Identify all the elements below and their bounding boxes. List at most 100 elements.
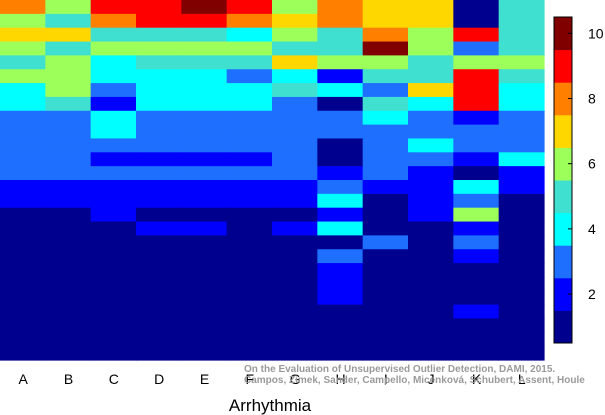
heatmap-cell-J-9 — [408, 124, 454, 140]
heatmap-cell-C-19 — [90, 263, 137, 278]
heatmap-cell-H-6 — [317, 83, 364, 98]
heatmap-cell-H-4 — [317, 55, 364, 70]
heatmap-cell-A-14 — [0, 193, 46, 209]
heatmap-cell-B-14 — [45, 193, 92, 209]
heatmap-cell-H-13 — [317, 180, 364, 195]
heatmap-cell-A-21 — [0, 290, 46, 306]
x-tick-label-K: K — [472, 371, 482, 387]
heatmap-cell-D-17 — [136, 235, 182, 250]
heatmap-cell-I-15 — [362, 207, 409, 223]
heatmap-cell-E-13 — [181, 180, 228, 195]
heatmap-cell-B-1 — [45, 13, 92, 29]
heatmap-cell-B-8 — [45, 110, 92, 126]
heatmap-cell-D-5 — [136, 69, 182, 84]
heatmap-cell-J-18 — [408, 249, 454, 264]
heatmap-cell-A-4 — [0, 55, 46, 70]
heatmap-cell-C-4 — [90, 55, 137, 70]
heatmap-cell-F-0 — [226, 0, 273, 15]
heatmap-cell-H-21 — [317, 290, 364, 306]
heatmap-cell-G-7 — [272, 96, 318, 112]
heatmap-cell-D-19 — [136, 263, 182, 278]
heatmap-cell-D-22 — [136, 304, 182, 320]
heatmap-cell-K-12 — [453, 166, 500, 181]
heatmap-cell-L-23 — [498, 318, 545, 333]
heatmap-cell-G-14 — [272, 193, 318, 209]
heatmap-cell-I-12 — [362, 166, 409, 181]
heatmap-cell-J-21 — [408, 290, 454, 306]
heatmap-cell-J-8 — [408, 110, 454, 126]
heatmap-cell-F-16 — [226, 221, 273, 236]
heatmap-cell-I-25 — [362, 346, 409, 361]
heatmap-cell-D-8 — [136, 110, 182, 126]
heatmap-cell-J-24 — [408, 332, 454, 347]
heatmap-cell-F-24 — [226, 332, 273, 347]
heatmap-cell-I-6 — [362, 83, 409, 98]
heatmap-cell-G-9 — [272, 124, 318, 140]
colorbar-tick-label-10: 10 — [588, 25, 604, 41]
colorbar-segment-8 — [554, 82, 572, 116]
heatmap-cell-L-9 — [498, 124, 545, 140]
heatmap-cell-C-9 — [90, 124, 137, 140]
heatmap-cell-I-20 — [362, 276, 409, 292]
heatmap-cell-F-4 — [226, 55, 273, 70]
heatmap-cell-B-15 — [45, 207, 92, 223]
heatmap-cell-L-12 — [498, 166, 545, 181]
heatmap-cell-F-20 — [226, 276, 273, 292]
heatmap-cell-E-23 — [181, 318, 228, 333]
heatmap-cell-F-5 — [226, 69, 273, 84]
heatmap-cell-G-15 — [272, 207, 318, 223]
heatmap-cell-C-22 — [90, 304, 137, 320]
heatmap-cell-E-18 — [181, 249, 228, 264]
heatmap-cell-K-20 — [453, 276, 500, 292]
watermark-line-1: On the Evaluation of Unsupervised Outlie… — [244, 364, 555, 375]
heatmap-cell-J-6 — [408, 83, 454, 98]
heatmap-cell-E-14 — [181, 193, 228, 209]
heatmap-cell-C-3 — [90, 41, 137, 56]
colorbar-frame — [553, 16, 573, 344]
heatmap-cell-I-22 — [362, 304, 409, 320]
heatmap-cell-K-14 — [453, 193, 500, 209]
heatmap-cell-L-19 — [498, 263, 545, 278]
heatmap-cell-C-15 — [90, 207, 137, 223]
x-tick-label-A: A — [18, 371, 28, 387]
x-tick-label-E: E — [200, 371, 209, 387]
heatmap-cell-K-13 — [453, 180, 500, 195]
heatmap-cell-H-2 — [317, 27, 364, 43]
heatmap-cell-F-11 — [226, 152, 273, 167]
heatmap-cell-H-5 — [317, 69, 364, 84]
heatmap-cell-G-24 — [272, 332, 318, 347]
heatmap-cell-K-0 — [453, 0, 500, 15]
heatmap-cell-D-18 — [136, 249, 182, 264]
x-tick-label-D: D — [154, 371, 164, 387]
heatmap-cell-C-20 — [90, 276, 137, 292]
heatmap-cell-H-8 — [317, 110, 364, 126]
heatmap-cell-E-8 — [181, 110, 228, 126]
heatmap-cell-E-1 — [181, 13, 228, 29]
heatmap-cell-E-3 — [181, 41, 228, 56]
heatmap-cell-A-5 — [0, 69, 46, 84]
heatmap-cell-J-15 — [408, 207, 454, 223]
heatmap-cell-I-16 — [362, 221, 409, 236]
heatmap-cell-C-0 — [90, 0, 137, 15]
heatmap-cell-D-2 — [136, 27, 182, 43]
heatmap-cell-I-8 — [362, 110, 409, 126]
watermark-line-2: Campos, Zimek, Sander, Campello, Micenko… — [244, 375, 585, 386]
heatmap-cell-F-6 — [226, 83, 273, 98]
heatmap-cell-F-14 — [226, 193, 273, 209]
heatmap-cell-G-17 — [272, 235, 318, 250]
heatmap-cell-G-22 — [272, 304, 318, 320]
heatmap-cell-A-22 — [0, 304, 46, 320]
heatmap-cell-G-16 — [272, 221, 318, 236]
heatmap-cell-J-25 — [408, 346, 454, 361]
heatmap-cell-I-0 — [362, 0, 409, 15]
heatmap-cell-E-16 — [181, 221, 228, 236]
heatmap-cell-L-22 — [498, 304, 545, 320]
heatmap-cell-E-24 — [181, 332, 228, 347]
colorbar-tick-label-4: 4 — [588, 221, 596, 237]
heatmap-cell-A-7 — [0, 96, 46, 112]
heatmap-cell-E-11 — [181, 152, 228, 167]
heatmap-cell-L-6 — [498, 83, 545, 98]
heatmap-cell-E-21 — [181, 290, 228, 306]
heatmap-cell-H-15 — [317, 207, 364, 223]
